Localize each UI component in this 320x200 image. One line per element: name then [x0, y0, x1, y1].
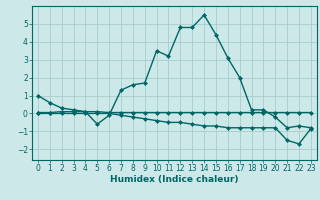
X-axis label: Humidex (Indice chaleur): Humidex (Indice chaleur) — [110, 175, 239, 184]
